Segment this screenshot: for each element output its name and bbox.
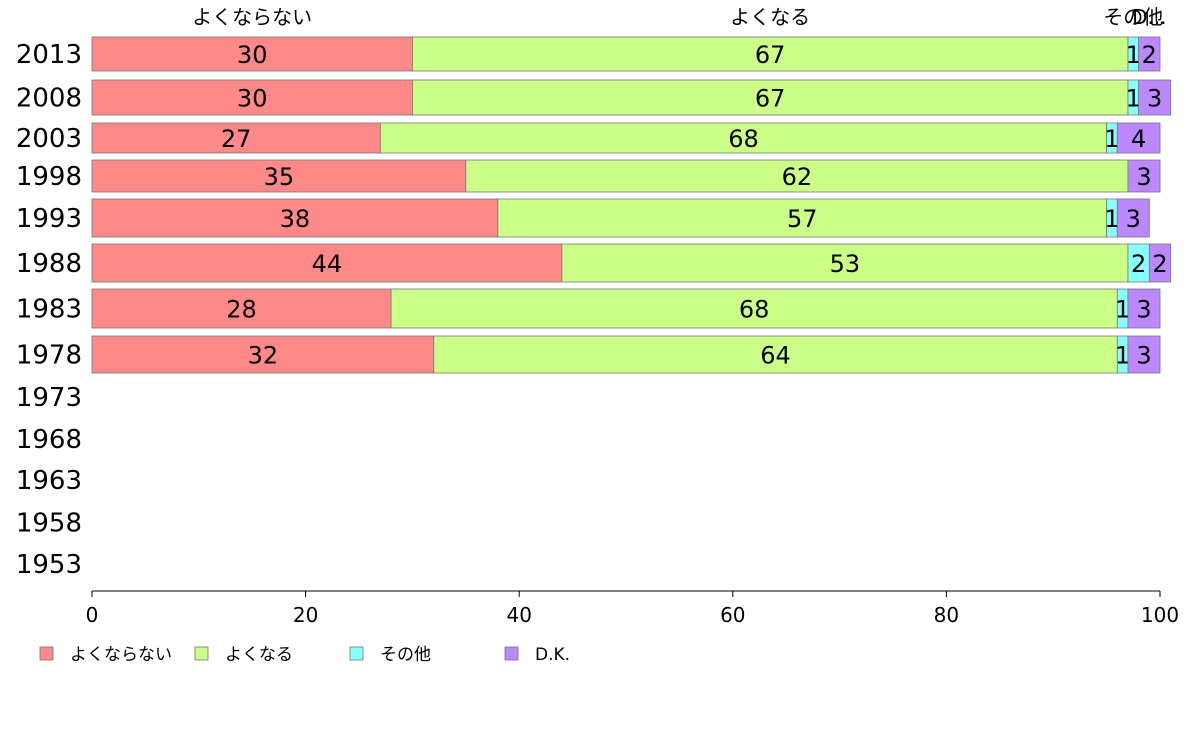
category-label-1998: 1998	[16, 162, 82, 192]
top-series-label-1: よくなる	[730, 5, 810, 29]
legend-label-0: よくならない	[70, 645, 172, 665]
data-label-1978-series-2: 1	[1115, 342, 1130, 370]
bar-2003-series-1	[379, 122, 1107, 154]
category-label-2008: 2008	[16, 84, 82, 114]
data-label-2008-series-1: 67	[755, 85, 786, 113]
category-label-1988: 1988	[16, 249, 82, 279]
bar-1978-series-1	[433, 335, 1118, 374]
data-label-2008-series-0: 30	[237, 85, 268, 113]
category-label-1958: 1958	[16, 509, 82, 539]
category-label-1973: 1973	[16, 383, 82, 413]
x-tick-label-0: 0	[86, 603, 99, 627]
data-label-1993-series-3: 3	[1126, 205, 1141, 233]
data-label-1978-series-1: 64	[760, 342, 791, 370]
legend-swatch-2	[349, 646, 364, 661]
data-label-2003-series-2: 1	[1104, 125, 1119, 153]
data-label-1983-series-2: 1	[1115, 296, 1130, 324]
legend-label-2: その他	[380, 645, 431, 665]
bar-2003-series-3	[1116, 122, 1161, 154]
bar-1988-series-1	[561, 243, 1129, 283]
bar-1993-series-3	[1116, 198, 1150, 238]
data-label-1993-series-0: 38	[280, 205, 311, 233]
x-tick-label-40: 40	[506, 603, 531, 627]
data-label-1983-series-3: 3	[1136, 296, 1151, 324]
data-label-1983-series-0: 28	[226, 296, 257, 324]
data-label-1993-series-2: 1	[1104, 205, 1119, 233]
x-tick-label-80: 80	[934, 603, 959, 627]
bar-2013-series-1	[411, 36, 1129, 72]
bar-1998-series-0	[91, 159, 467, 193]
data-label-1988-series-2: 2	[1131, 250, 1146, 278]
category-label-1978: 1978	[16, 341, 82, 371]
x-tick-label-60: 60	[720, 603, 745, 627]
category-label-1983: 1983	[16, 295, 82, 325]
bar-1978-series-3	[1127, 335, 1161, 374]
category-label-2003: 2003	[16, 124, 82, 154]
x-tick-label-20: 20	[293, 603, 318, 627]
data-label-2013-series-3: 2	[1142, 41, 1157, 69]
data-label-1978-series-3: 3	[1136, 342, 1151, 370]
data-label-1998-series-1: 62	[782, 163, 813, 191]
bar-1998-series-1	[465, 159, 1129, 193]
category-label-1993: 1993	[16, 204, 82, 234]
bar-1983-series-1	[390, 288, 1118, 329]
top-series-label-0: よくならない	[192, 5, 312, 29]
bar-1983-series-3	[1127, 288, 1161, 329]
data-label-1978-series-0: 32	[248, 342, 279, 370]
data-label-1998-series-3: 3	[1136, 163, 1151, 191]
data-label-2003-series-3: 4	[1131, 125, 1146, 153]
data-label-2013-series-1: 67	[755, 41, 786, 69]
data-label-2003-series-0: 27	[221, 125, 252, 153]
top-series-label-2: その他	[1103, 5, 1163, 29]
data-label-1993-series-1: 57	[787, 205, 818, 233]
bar-1988-series-3	[1148, 243, 1172, 283]
data-label-1998-series-0: 35	[264, 163, 295, 191]
bar-1998-series-3	[1127, 159, 1161, 193]
legend-label-3: D.K.	[535, 645, 570, 665]
data-label-2008-series-3: 3	[1147, 85, 1162, 113]
data-label-1988-series-1: 53	[830, 250, 861, 278]
category-label-1968: 1968	[16, 425, 82, 455]
legend-swatch-3	[504, 646, 519, 661]
bar-1993-series-0	[91, 198, 499, 238]
data-label-2013-series-2: 1	[1126, 41, 1141, 69]
bar-1993-series-1	[497, 198, 1108, 238]
data-label-2013-series-0: 30	[237, 41, 268, 69]
bar-2008-series-0	[91, 79, 413, 116]
category-label-2013: 2013	[16, 40, 82, 70]
bar-1983-series-0	[91, 288, 392, 329]
bar-2013-series-3	[1138, 36, 1161, 72]
bar-1978-series-0	[91, 335, 435, 374]
category-label-1963: 1963	[16, 466, 82, 496]
data-label-1983-series-1: 68	[739, 296, 770, 324]
x-tick-label-100: 100	[1141, 603, 1179, 627]
legend-label-1: よくなる	[225, 645, 293, 665]
legend-swatch-1	[194, 646, 209, 661]
data-label-2008-series-2: 1	[1126, 85, 1141, 113]
top-series-label-3: D...	[1132, 5, 1166, 29]
data-label-2003-series-1: 68	[728, 125, 759, 153]
data-label-1988-series-0: 44	[312, 250, 343, 278]
legend-swatch-0	[39, 646, 54, 661]
bar-2013-series-0	[91, 36, 413, 72]
bar-2008-series-3	[1138, 79, 1172, 116]
data-label-1988-series-3: 2	[1152, 250, 1167, 278]
category-label-1953: 1953	[16, 550, 82, 580]
bar-1988-series-0	[91, 243, 563, 283]
